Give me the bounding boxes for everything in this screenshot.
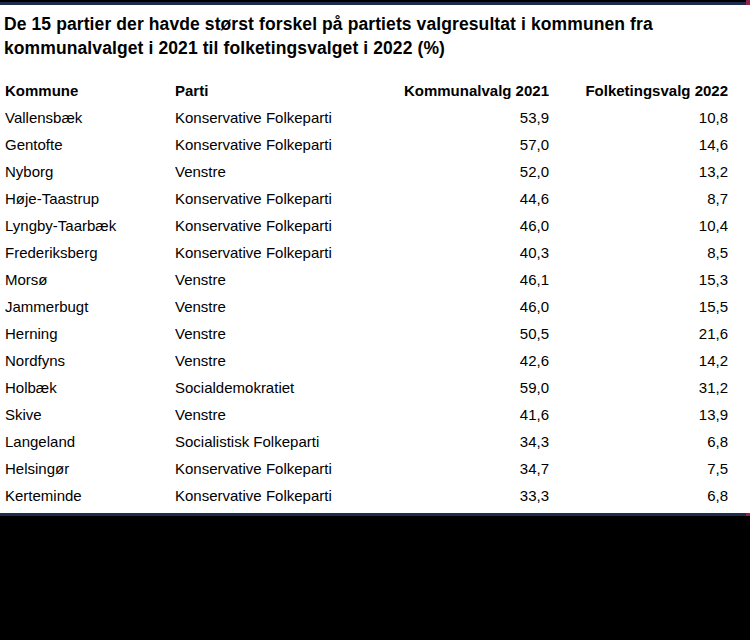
parti-cell: Venstre <box>175 266 375 293</box>
kommunalvalg-2021-cell: 41,6 <box>375 401 549 428</box>
table-row: Langeland Socialistisk Folkeparti 34,3 6… <box>5 428 728 455</box>
column-header-parti: Parti <box>175 77 375 104</box>
parti-cell: Socialistisk Folkeparti <box>175 428 375 455</box>
kommune-cell: Nyborg <box>5 158 175 185</box>
table-row: Herning Venstre 50,5 21,6 <box>5 320 728 347</box>
kommune-cell: Holbæk <box>5 374 175 401</box>
kommune-cell: Lyngby-Taarbæk <box>5 212 175 239</box>
parti-cell: Konservative Folkeparti <box>175 131 375 158</box>
kommunalvalg-2021-cell: 59,0 <box>375 374 549 401</box>
table-row: Helsingør Konservative Folkeparti 34,7 7… <box>5 455 728 482</box>
kommunalvalg-2021-cell: 57,0 <box>375 131 549 158</box>
kommune-cell: Jammerbugt <box>5 293 175 320</box>
bottom-rule-red-tip <box>746 513 750 516</box>
folketingsvalg-2022-cell: 6,8 <box>549 482 728 509</box>
parti-cell: Venstre <box>175 347 375 374</box>
chart-title: De 15 partier der havde størst forskel p… <box>4 12 750 60</box>
top-rule-red-tip <box>746 0 750 5</box>
folketingsvalg-2022-cell: 21,6 <box>549 320 728 347</box>
parti-cell: Venstre <box>175 158 375 185</box>
kommune-cell: Gentofte <box>5 131 175 158</box>
folketingsvalg-2022-cell: 6,8 <box>549 428 728 455</box>
folketingsvalg-2022-cell: 15,5 <box>549 293 728 320</box>
column-header-folketingsvalg-2022: Folketingsvalg 2022 <box>549 77 728 104</box>
folketingsvalg-2022-cell: 10,8 <box>549 104 728 131</box>
folketingsvalg-2022-cell: 8,7 <box>549 185 728 212</box>
table-row: Skive Venstre 41,6 13,9 <box>5 401 728 428</box>
kommunalvalg-2021-cell: 46,1 <box>375 266 549 293</box>
table-header-row: Kommune Parti Kommunalvalg 2021 Folketin… <box>5 77 728 104</box>
kommunalvalg-2021-cell: 53,9 <box>375 104 549 131</box>
table-row: Kerteminde Konservative Folkeparti 33,3 … <box>5 482 728 509</box>
top-rule <box>0 0 750 5</box>
chart-title-line-2: kommunalvalget i 2021 til folketingsvalg… <box>4 36 750 60</box>
kommunalvalg-2021-cell: 46,0 <box>375 212 549 239</box>
parti-cell: Socialdemokratiet <box>175 374 375 401</box>
kommunalvalg-2021-cell: 42,6 <box>375 347 549 374</box>
folketingsvalg-2022-cell: 14,6 <box>549 131 728 158</box>
folketingsvalg-2022-cell: 13,9 <box>549 401 728 428</box>
kommune-cell: Herning <box>5 320 175 347</box>
bottom-rule <box>0 513 750 516</box>
table-row: Lyngby-Taarbæk Konservative Folkeparti 4… <box>5 212 728 239</box>
kommune-cell: Langeland <box>5 428 175 455</box>
table-row: Nordfyns Venstre 42,6 14,2 <box>5 347 728 374</box>
table-row: Jammerbugt Venstre 46,0 15,5 <box>5 293 728 320</box>
folketingsvalg-2022-cell: 8,5 <box>549 239 728 266</box>
kommunalvalg-2021-cell: 33,3 <box>375 482 549 509</box>
kommunalvalg-2021-cell: 44,6 <box>375 185 549 212</box>
kommune-cell: Kerteminde <box>5 482 175 509</box>
kommunalvalg-2021-cell: 46,0 <box>375 293 549 320</box>
folketingsvalg-2022-cell: 31,2 <box>549 374 728 401</box>
kommune-cell: Vallensbæk <box>5 104 175 131</box>
kommunalvalg-2021-cell: 40,3 <box>375 239 549 266</box>
kommune-cell: Høje-Taastrup <box>5 185 175 212</box>
table-row: Nyborg Venstre 52,0 13,2 <box>5 158 728 185</box>
kommune-cell: Nordfyns <box>5 347 175 374</box>
folketingsvalg-2022-cell: 7,5 <box>549 455 728 482</box>
table-row: Gentofte Konservative Folkeparti 57,0 14… <box>5 131 728 158</box>
parti-cell: Konservative Folkeparti <box>175 482 375 509</box>
kommune-cell: Helsingør <box>5 455 175 482</box>
table-row: Holbæk Socialdemokratiet 59,0 31,2 <box>5 374 728 401</box>
election-results-table: Kommune Parti Kommunalvalg 2021 Folketin… <box>5 77 728 509</box>
parti-cell: Venstre <box>175 401 375 428</box>
folketingsvalg-2022-cell: 14,2 <box>549 347 728 374</box>
kommunalvalg-2021-cell: 34,7 <box>375 455 549 482</box>
kommune-cell: Frederiksberg <box>5 239 175 266</box>
chart-title-line-1: De 15 partier der havde størst forskel p… <box>4 12 750 36</box>
figure: De 15 partier der havde størst forskel p… <box>0 12 750 509</box>
table-row: Vallensbæk Konservative Folkeparti 53,9 … <box>5 104 728 131</box>
folketingsvalg-2022-cell: 10,4 <box>549 212 728 239</box>
folketingsvalg-2022-cell: 13,2 <box>549 158 728 185</box>
table-row: Frederiksberg Konservative Folkeparti 40… <box>5 239 728 266</box>
kommunalvalg-2021-cell: 50,5 <box>375 320 549 347</box>
kommunalvalg-2021-cell: 34,3 <box>375 428 549 455</box>
parti-cell: Konservative Folkeparti <box>175 185 375 212</box>
parti-cell: Konservative Folkeparti <box>175 104 375 131</box>
parti-cell: Konservative Folkeparti <box>175 455 375 482</box>
table-row: Morsø Venstre 46,1 15,3 <box>5 266 728 293</box>
kommunalvalg-2021-cell: 52,0 <box>375 158 549 185</box>
folketingsvalg-2022-cell: 15,3 <box>549 266 728 293</box>
parti-cell: Venstre <box>175 320 375 347</box>
black-footer-block <box>0 516 750 640</box>
column-header-kommune: Kommune <box>5 77 175 104</box>
table-row: Høje-Taastrup Konservative Folkeparti 44… <box>5 185 728 212</box>
kommune-cell: Morsø <box>5 266 175 293</box>
parti-cell: Konservative Folkeparti <box>175 212 375 239</box>
parti-cell: Konservative Folkeparti <box>175 239 375 266</box>
column-header-kommunalvalg-2021: Kommunalvalg 2021 <box>375 77 549 104</box>
parti-cell: Venstre <box>175 293 375 320</box>
kommune-cell: Skive <box>5 401 175 428</box>
